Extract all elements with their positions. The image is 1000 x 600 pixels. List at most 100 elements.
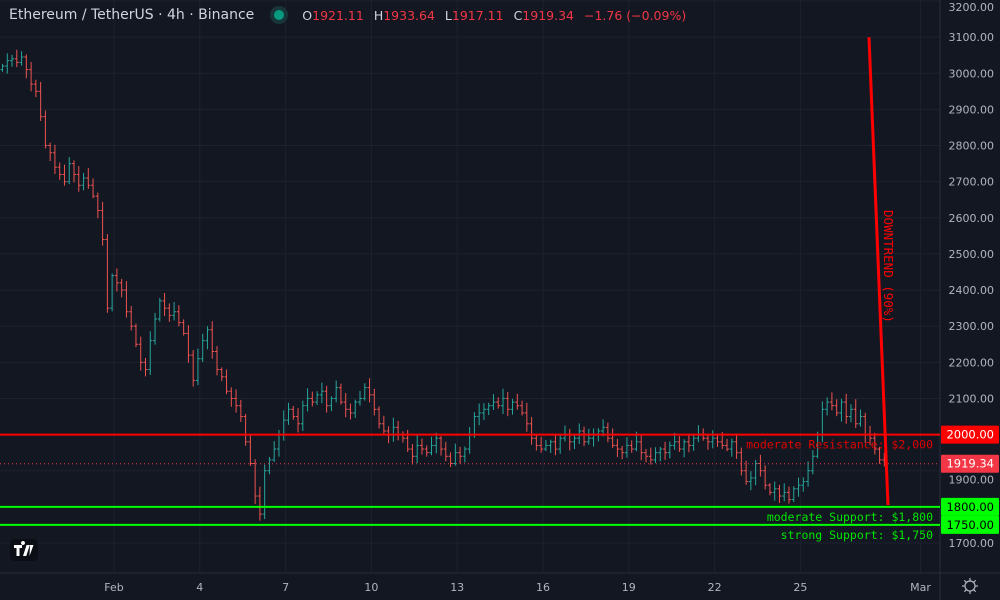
ohlc-bar (734, 433, 739, 459)
x-tick-label: 4 (196, 581, 203, 594)
ohlc-bar (410, 443, 415, 465)
ohlc-bar (810, 450, 815, 475)
ohlc-bar (67, 157, 72, 185)
x-tick-label: Feb (104, 581, 123, 594)
ohlc-bar (372, 388, 377, 416)
ohlc-bar (434, 432, 439, 454)
ohlc-bar (496, 397, 501, 409)
ohlc-bar (300, 400, 305, 431)
ohlc-bar (5, 53, 10, 74)
y-tick-label: 2400.00 (949, 284, 995, 297)
ohlc-bar (601, 419, 606, 437)
level-price-tag-label: 2000.00 (946, 428, 994, 442)
ohlc-bar (458, 446, 463, 464)
ohlc-bar (0, 63, 5, 72)
ohlc-bar (129, 305, 134, 331)
ohlc-bar (319, 382, 324, 404)
ohlc-bar (658, 446, 663, 462)
ohlc-bar (877, 446, 882, 464)
ohlc-bar (291, 406, 296, 420)
high-label: H (373, 7, 384, 23)
y-tick-label: 3000.00 (949, 67, 995, 80)
ohlc-bar (110, 273, 115, 312)
ohlc-bar (439, 436, 444, 456)
ohlc-bar (391, 417, 396, 442)
tradingview-logo-icon[interactable] (10, 539, 38, 561)
ohlc-bar (672, 432, 677, 450)
ohlc-bar (777, 484, 782, 503)
ohlc-bar (19, 51, 24, 66)
last-price-tag (941, 454, 999, 473)
ohlc-bar (267, 457, 272, 475)
ohlc-bar (210, 321, 215, 359)
ohlc-bar (562, 425, 567, 442)
gear-icon[interactable] (961, 577, 979, 595)
ohlc-bar (558, 434, 563, 454)
ohlc-bar (839, 398, 844, 422)
x-tick-label: Mar (910, 581, 931, 594)
ohlc-bar (677, 436, 682, 452)
ohlc-bar (629, 440, 634, 453)
ohlc-bar (367, 378, 372, 403)
downtrend-label: DOWNTREND (90%) (881, 210, 896, 323)
symbol-title[interactable]: Ethereum / TetherUS · 4h · Binance (9, 7, 255, 23)
ohlc-bar (91, 178, 96, 199)
ohlc-bar (419, 438, 424, 455)
ohlc-bar (767, 483, 772, 496)
y-tick-label: 2200.00 (949, 356, 995, 369)
ohlc-bar (825, 397, 830, 416)
ohlc-bar (543, 440, 548, 452)
ohlc-bar (796, 477, 801, 497)
ohlc-bar (644, 449, 648, 463)
ohlc-bar (114, 268, 119, 292)
ohlc-bar (424, 445, 429, 457)
ohlc-bar (167, 303, 172, 322)
ohlc-bar (505, 391, 510, 417)
last-price-tag-label: 1919.34 (946, 457, 994, 471)
ohlc-bar (243, 414, 248, 446)
ohlc-bar (763, 465, 768, 490)
ohlc-bar (791, 486, 796, 503)
ohlc-bar (448, 452, 453, 468)
ohlc-bar (739, 447, 744, 476)
ohlc-bar (715, 433, 720, 447)
downtrend-line[interactable] (867, 37, 890, 506)
ohlc-bar (138, 336, 143, 371)
ohlc-bar (76, 166, 81, 192)
ohlc-bar (481, 403, 486, 421)
ohlc-bar (520, 400, 525, 416)
ohlc-bar (324, 385, 329, 413)
ohlc-bar (72, 160, 76, 183)
close-label: C (513, 7, 523, 23)
ohlc-bar (491, 394, 496, 411)
y-tick-label: 2300.00 (949, 320, 995, 333)
ohlc-bar (729, 438, 734, 457)
ohlc-bar (705, 435, 710, 450)
close-value: 1919.34 (522, 7, 574, 23)
symbol-legend: Ethereum / TetherUS · 4h · Binance O1921… (9, 7, 692, 23)
ohlc-bar (844, 393, 849, 424)
level-label: strong Support: $1,750 (781, 528, 933, 542)
ohlc-bar (353, 399, 358, 418)
ohlc-bar (334, 380, 339, 403)
y-tick-label: 2700.00 (949, 176, 995, 189)
ohlc-bar (224, 369, 229, 395)
ohlc-bar (124, 281, 129, 318)
ohlc-bar (195, 348, 200, 386)
y-tick-label: 1900.00 (949, 474, 995, 487)
level-price-tag (941, 515, 999, 534)
ohlc-bar (691, 433, 696, 451)
x-tick-label: 7 (282, 581, 289, 594)
ohlc-bar (686, 434, 691, 453)
low-value: 1917.11 (451, 7, 504, 23)
ohlc-bar (848, 404, 853, 423)
ohlc-bar (305, 388, 310, 412)
x-tick-label: 16 (536, 581, 550, 594)
ohlc-bar (653, 447, 658, 464)
ohlc-bar (477, 403, 482, 426)
ohlc-bar (782, 483, 787, 502)
ohlc-bar (400, 431, 405, 443)
market-status-icon (274, 10, 285, 20)
ohlc-bar (52, 144, 57, 175)
